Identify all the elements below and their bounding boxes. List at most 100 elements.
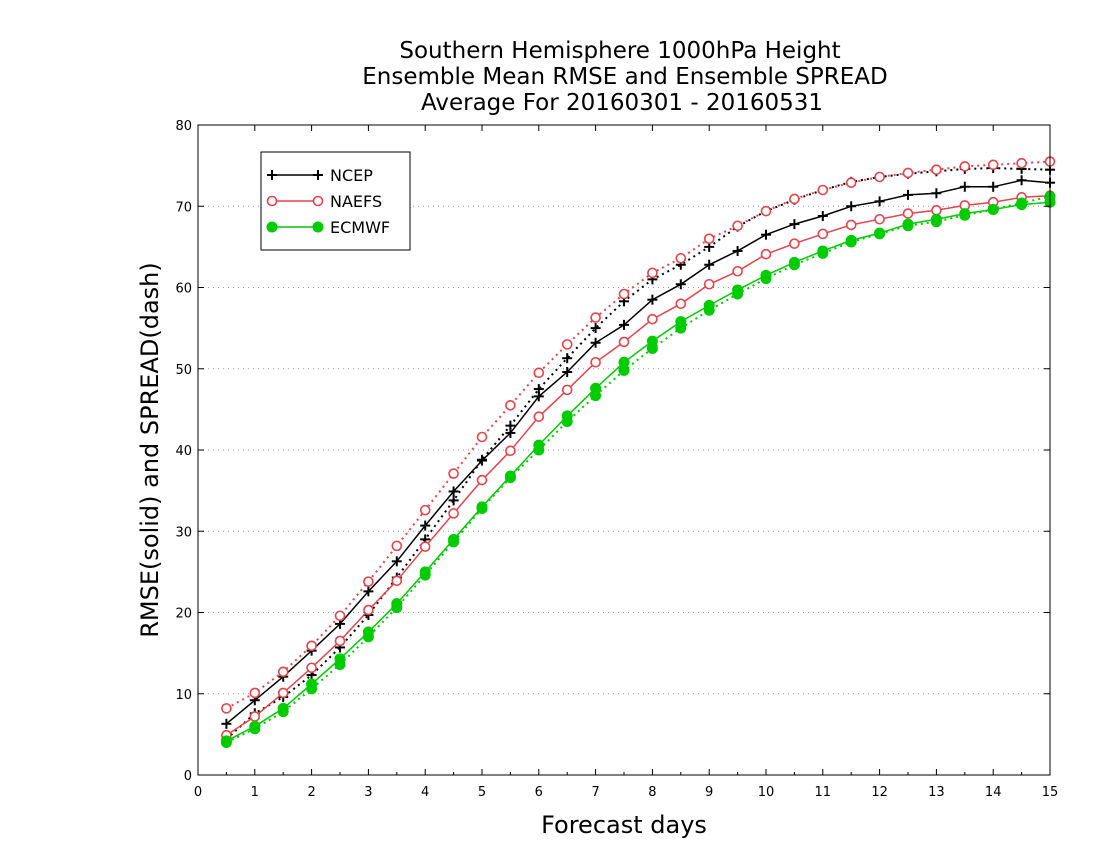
point-ecmwf-rmse-3	[306, 678, 318, 690]
point-naefs-rmse-22-c	[845, 219, 857, 231]
legend-marker-naefs-a-c	[266, 195, 278, 207]
point-ecmwf-rmse-10-c	[504, 470, 516, 482]
point-naefs-rmse-6	[391, 575, 403, 587]
point-ecmwf-rmse-8	[448, 533, 460, 545]
x-tick-label-0: 0	[194, 785, 202, 800]
x-tick-label-1: 1	[251, 785, 259, 800]
point-ecmwf-rmse-17	[703, 299, 715, 311]
point-naefs-spread-10	[505, 400, 516, 411]
x-axis: 0 1 2 3 4 5 6 7 8 9 10 11 12 13 14 15	[194, 125, 1058, 800]
point-ncep-rmse-16	[675, 279, 686, 290]
point-ecmwf-rmse-0	[220, 735, 232, 747]
point-naefs-spread-3-c	[306, 640, 317, 652]
y-tick-label-50: 50	[175, 363, 192, 378]
point-ecmwf-rmse-21	[817, 245, 829, 257]
point-ecmwf-rmse-10	[504, 470, 516, 482]
point-ecmwf-rmse-2	[277, 702, 289, 714]
point-naefs-spread-7	[419, 504, 431, 516]
point-ecmwf-rmse-5-c	[362, 626, 374, 638]
point-naefs-rmse-20-c	[789, 238, 800, 249]
point-ecmwf-rmse-26-c	[959, 208, 971, 220]
point-naefs-spread-24-c	[902, 167, 914, 179]
series-ecmwf	[220, 191, 1056, 748]
point-ecmwf-rmse-24-c	[902, 218, 914, 230]
point-naefs-rmse-3-c	[306, 662, 317, 674]
point-naefs-rmse-8-c	[448, 508, 459, 519]
point-naefs-spread-19	[760, 205, 772, 217]
point-ecmwf-rmse-1	[249, 720, 261, 732]
y-tick-label-60: 60	[175, 282, 192, 297]
series-ncep	[221, 163, 1055, 745]
point-naefs-spread-1	[249, 687, 261, 699]
legend-marker-ncep-b	[313, 170, 323, 180]
chart-title: Southern Hemisphere 1000hPa Height Ensem…	[362, 38, 887, 116]
point-ncep-rmse-10	[505, 427, 516, 438]
point-naefs-spread-27-c	[987, 159, 999, 171]
point-ecmwf-rmse-16-c	[675, 316, 687, 328]
series-line-ecmwf-spread	[225, 195, 1051, 744]
point-naefs-spread-21	[817, 184, 829, 196]
point-ecmwf-rmse-20-c	[788, 256, 800, 268]
x-tick-label-8: 8	[648, 785, 656, 800]
point-naefs-rmse-13	[590, 356, 601, 368]
point-ncep-rmse-0	[221, 718, 232, 729]
point-ncep-rmse-23	[874, 196, 885, 207]
point-ecmwf-rmse-7	[419, 566, 431, 578]
point-naefs-rmse-14-c	[618, 336, 630, 348]
point-ecmwf-rmse-14	[618, 356, 630, 368]
title-line-1: Southern Hemisphere 1000hPa Height	[399, 38, 840, 64]
point-naefs-rmse-24	[902, 208, 914, 219]
point-naefs-rmse-25	[931, 205, 942, 216]
point-ncep-rmse-14	[619, 319, 629, 330]
point-naefs-spread-25-c	[931, 164, 942, 175]
point-naefs-rmse-11	[533, 411, 545, 422]
x-tick-label-14: 14	[985, 785, 1002, 800]
point-naefs-rmse-18-c	[732, 265, 743, 277]
y-tick-label-0: 0	[184, 769, 192, 784]
point-naefs-spread-1-c	[249, 687, 261, 699]
point-ecmwf-rmse-15-c	[646, 335, 658, 347]
point-ecmwf-rmse-7-c	[419, 566, 431, 578]
point-ecmwf-rmse-13-c	[590, 382, 602, 394]
point-ncep-spread-13	[590, 323, 601, 334]
point-ecmwf-rmse-27	[987, 204, 999, 215]
point-naefs-rmse-16	[675, 298, 687, 310]
point-ncep-rmse-22	[846, 201, 857, 212]
point-naefs-spread-9-c	[476, 431, 488, 443]
legend-label-ecmwf: ECMWF	[330, 218, 390, 237]
point-naefs-spread-25	[931, 164, 942, 175]
x-tick-label-10: 10	[758, 785, 775, 800]
point-ncep-rmse-18	[732, 245, 743, 256]
point-ncep-rmse-5	[363, 586, 374, 597]
point-naefs-spread-0	[221, 703, 232, 714]
point-naefs-spread-12	[561, 339, 573, 350]
point-ecmwf-rmse-18	[732, 284, 744, 296]
point-naefs-spread-6	[391, 540, 403, 552]
point-ecmwf-rmse-16	[675, 316, 687, 328]
point-naefs-spread-27	[987, 159, 999, 171]
point-ncep-rmse-27	[988, 181, 999, 192]
point-naefs-spread-6-c	[391, 540, 403, 552]
point-naefs-rmse-12	[561, 384, 573, 396]
point-naefs-spread-14-c	[618, 288, 630, 300]
point-naefs-rmse-13-c	[590, 356, 601, 368]
point-naefs-rmse-1	[249, 711, 261, 722]
legend-label-ncep: NCEP	[330, 166, 373, 185]
x-tick-label-7: 7	[591, 785, 599, 800]
point-naefs-rmse-24-c	[902, 208, 914, 219]
point-naefs-spread-5-c	[363, 576, 374, 587]
point-ncep-rmse-26	[959, 181, 970, 192]
point-naefs-rmse-15	[647, 313, 658, 325]
x-tick-label-3: 3	[364, 785, 372, 800]
point-ncep-rmse-17	[704, 259, 715, 270]
series-line-ncep-spread	[225, 167, 1051, 741]
point-naefs-spread-20	[789, 193, 800, 205]
legend: NCEP NAEFS ECMWF	[260, 151, 411, 251]
point-naefs-spread-20-c	[789, 193, 800, 205]
point-naefs-rmse-14	[618, 336, 630, 348]
y-axis-title: RMSE(solid) and SPREAD(dash)	[136, 262, 164, 638]
point-ecmwf-rmse-23	[874, 227, 886, 239]
legend-marker-naefs-b-c	[312, 195, 324, 207]
point-ncep-spread-8	[448, 495, 459, 506]
